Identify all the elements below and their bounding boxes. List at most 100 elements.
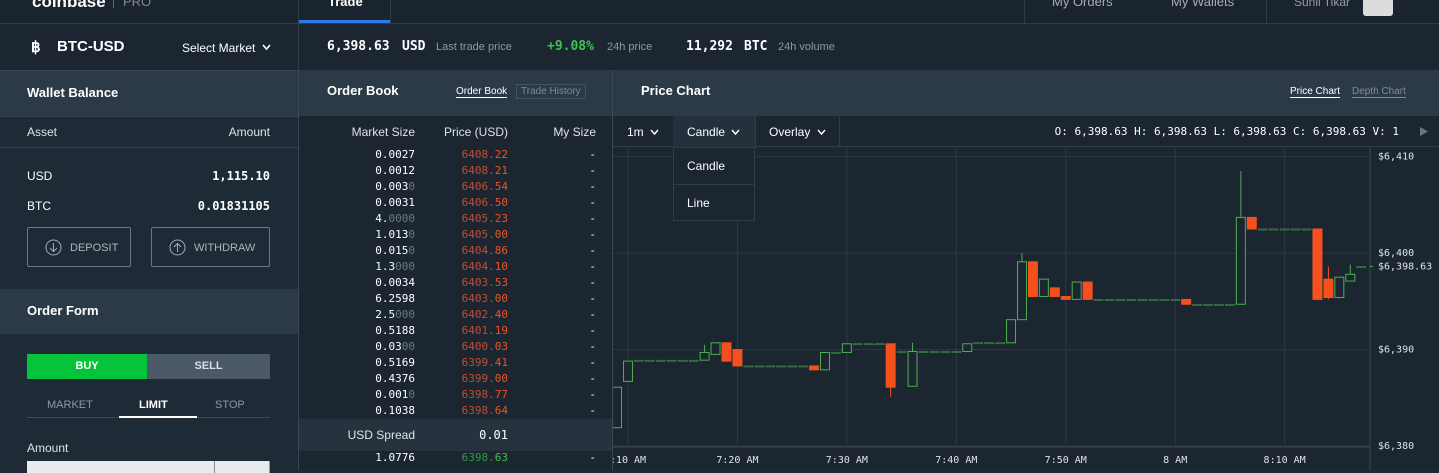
nav-tab[interactable]: My Wallets [1171,0,1235,9]
withdraw-button[interactable] [151,227,270,267]
select-market[interactable]: Select Market [182,41,256,55]
x-tick-label: 8 AM [1163,455,1187,466]
price: 6399.41 [461,356,508,369]
candle-body [1235,216,1246,305]
candle-body [1071,281,1082,300]
wallet-title: Wallet Balance [27,85,119,100]
candle-body [667,359,677,362]
volume-label: 24h volume [778,41,835,53]
candle-body [984,342,994,345]
icon [169,239,186,256]
overlay-select[interactable]: Overlay [769,125,811,139]
price: 6406.50 [461,196,508,209]
candle-body [754,365,765,368]
candle-body [1016,261,1027,321]
my-size: - [589,260,596,273]
candle-body [962,343,973,353]
candle-body [710,342,721,355]
candle-body [841,343,852,353]
icon [45,239,62,256]
column-header: Market Size [351,125,415,139]
price: 6405.23 [461,212,508,225]
size: 2.5000 [375,308,415,321]
logo: coinbase [32,0,106,11]
price: 6404.86 [461,244,508,257]
candle-body [1301,228,1312,231]
deposit-button[interactable] [27,227,131,267]
candle-body [634,359,644,362]
chart-title: Price Chart [641,83,711,98]
candle-body [1082,281,1093,300]
dropdown-option[interactable]: Line [687,196,710,210]
size: 0.0031 [375,196,415,209]
interval-select[interactable]: 1m [627,125,644,139]
candle-body [1126,299,1137,301]
x-tick-label: 7:20 AM [716,455,758,466]
candle-body [1258,228,1268,231]
type-tab[interactable]: STOP [215,399,245,411]
my-size: - [589,164,596,177]
candle-body [853,343,863,346]
candle-body [1006,319,1017,344]
user-name[interactable]: Sunil Tikar [1294,0,1351,9]
my-size: - [589,340,596,353]
size: 0.0150 [375,244,415,257]
candle-body [1093,299,1104,301]
y-tick-label: $6,390 [1378,345,1414,356]
candle-body [973,342,983,345]
nav-tab[interactable]: My Orders [1052,0,1113,9]
price: 6398.63 [461,451,508,464]
my-size: - [589,212,596,225]
candle-body [929,351,940,353]
spread-label: USD Spread [347,428,415,442]
price: 6402.40 [461,308,508,321]
price: 6404.10 [461,260,508,273]
candle-body [1027,261,1038,298]
my-size: - [589,308,596,321]
product: PRO [123,0,152,9]
amount: 0.01831105 [197,199,270,213]
panel-tab[interactable]: Depth Chart [1352,86,1406,98]
panel-tab[interactable]: Price Chart [1290,86,1341,98]
candle-body [1060,296,1071,300]
candle-body [699,351,710,361]
panel-tab[interactable]: Order Book [456,86,508,98]
size: 4.0000 [375,212,415,225]
panel-tab[interactable]: Trade History [516,84,586,99]
order-book-title: Order Book [327,83,399,98]
my-size: - [589,244,596,257]
candle-body [613,386,623,429]
book-columns [299,116,612,148]
candle-body [819,351,830,371]
type-tab[interactable]: MARKET [47,399,93,411]
candle-body [907,351,918,387]
amount-input[interactable] [27,461,270,473]
column-header: My Size [553,125,596,139]
my-size: - [589,388,596,401]
candle-body [732,349,743,367]
buy-tab[interactable]: BUY [27,354,147,379]
candle-body [885,343,896,388]
ticker-bar [0,23,1439,70]
my-size: - [589,196,596,209]
type-tab[interactable]: LIMIT [139,399,168,411]
button-label: DEPOSIT [70,242,119,254]
y-tick-label: $6,380 [1378,441,1414,452]
sell-tab[interactable]: SELL [147,354,270,379]
play-icon[interactable] [1420,127,1428,136]
chevrons [650,129,826,136]
price: 6408.22 [461,148,508,161]
candle-body [1312,228,1323,300]
spread-row [299,419,612,451]
dropdown-option[interactable]: Candle [687,159,726,173]
x-tick-label: 7:40 AM [935,455,977,466]
candle-body [765,365,776,368]
my-size: - [589,324,596,337]
x-tick-label: :10 AM [613,455,646,466]
order-form-header [0,289,298,334]
avatar[interactable] [1363,0,1393,16]
style-select[interactable]: Candle [687,125,726,139]
wallet-header [0,70,298,116]
size: 1.3000 [375,260,415,273]
nav-tab[interactable]: Trade [328,0,363,9]
